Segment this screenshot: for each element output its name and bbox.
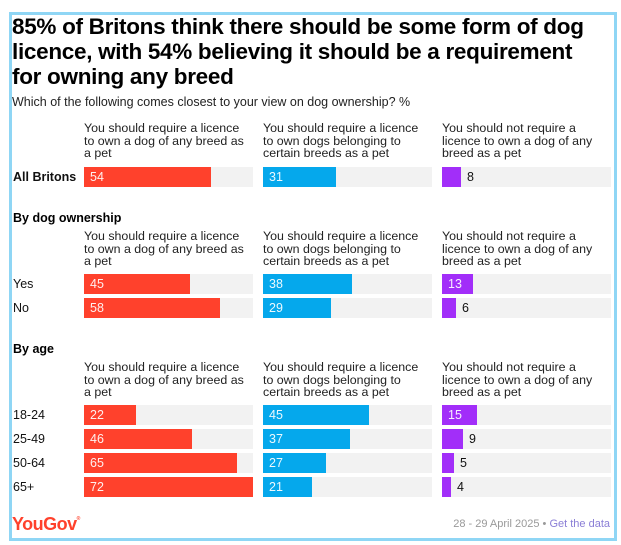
row-label: 18-24 — [13, 408, 45, 422]
bar-track: 6 — [442, 298, 611, 318]
bar-track: 38 — [263, 274, 432, 294]
bar — [263, 477, 312, 497]
bar-track: 46 — [84, 429, 253, 449]
bar-track: 8 — [442, 167, 611, 187]
data-label: 5 — [460, 456, 467, 470]
yougov-logo: YouGov® — [12, 514, 80, 535]
brand-name: YouGov — [12, 514, 77, 534]
row-label: 65+ — [13, 480, 35, 494]
bar — [442, 453, 454, 473]
data-label: 37 — [269, 432, 283, 446]
bar — [84, 298, 220, 318]
bar — [263, 429, 350, 449]
column-header: You should require a licence to own a do… — [84, 229, 244, 269]
bar — [442, 405, 477, 425]
data-label: 65 — [90, 456, 104, 470]
bar-track: 22 — [84, 405, 253, 425]
bar — [442, 274, 473, 294]
bar — [84, 167, 211, 187]
data-label: 9 — [469, 432, 476, 446]
footer-meta: 28 - 29 April 2025 • Get the data — [453, 518, 610, 530]
bar — [84, 405, 136, 425]
column-header: You should not require a licence to own … — [442, 229, 593, 269]
data-label: 6 — [462, 301, 469, 315]
bar-track: 72 — [84, 477, 253, 497]
bar — [442, 477, 451, 497]
data-label: 31 — [269, 170, 283, 184]
chart-subtitle: Which of the following comes closest to … — [12, 95, 411, 109]
column-header: You should require a licence to own dogs… — [263, 121, 419, 161]
bar-track: 15 — [442, 405, 611, 425]
data-label: 46 — [90, 432, 104, 446]
bar-track: 65 — [84, 453, 253, 473]
data-label: 29 — [269, 301, 283, 315]
row-label: All Britons — [13, 170, 77, 184]
bar-track: 5 — [442, 453, 611, 473]
bar-track: 13 — [442, 274, 611, 294]
bar-track: 31 — [263, 167, 432, 187]
row-label: 25-49 — [13, 432, 45, 446]
data-label: 8 — [467, 170, 474, 184]
data-label: 4 — [457, 480, 464, 494]
bar — [84, 453, 237, 473]
data-label: 45 — [90, 277, 104, 291]
column-header: You should require a licence to own a do… — [84, 121, 244, 161]
column-header: You should require a licence to own dogs… — [263, 360, 419, 400]
bar-track: 9 — [442, 429, 611, 449]
bar — [263, 167, 336, 187]
bar-track: 37 — [263, 429, 432, 449]
row-label: No — [13, 301, 29, 315]
column-header: You should require a licence to own a do… — [84, 360, 244, 400]
bar — [442, 429, 463, 449]
bar-track: 45 — [84, 274, 253, 294]
column-header: You should not require a licence to own … — [442, 121, 593, 161]
bar — [84, 274, 190, 294]
bar — [263, 274, 352, 294]
section-title: By age — [13, 342, 54, 356]
data-label: 27 — [269, 456, 283, 470]
chart-title: 85% of Britons think there should be som… — [12, 14, 584, 89]
data-label: 45 — [269, 408, 283, 422]
row-label: 50-64 — [13, 456, 45, 470]
bar-track: 54 — [84, 167, 253, 187]
bar-track: 4 — [442, 477, 611, 497]
bar — [263, 453, 326, 473]
bar-track: 45 — [263, 405, 432, 425]
bar — [442, 167, 461, 187]
bar — [263, 298, 331, 318]
data-label: 13 — [448, 277, 462, 291]
bar — [84, 429, 192, 449]
bar-track: 21 — [263, 477, 432, 497]
data-label: 38 — [269, 277, 283, 291]
column-header: You should not require a licence to own … — [442, 360, 593, 400]
separator-dot: • — [542, 518, 547, 530]
section-title: By dog ownership — [13, 211, 122, 225]
registered-mark-icon: ® — [76, 516, 81, 522]
data-label: 21 — [269, 480, 283, 494]
data-label: 54 — [90, 170, 104, 184]
data-label: 15 — [448, 408, 462, 422]
data-label: 22 — [90, 408, 104, 422]
bar-track: 58 — [84, 298, 253, 318]
column-header: You should require a licence to own dogs… — [263, 229, 419, 269]
bar — [442, 298, 456, 318]
chart-frame — [9, 12, 617, 541]
bar — [84, 477, 253, 497]
data-label: 72 — [90, 480, 104, 494]
fieldwork-date: 28 - 29 April 2025 — [453, 518, 540, 530]
get-the-data-link[interactable]: Get the data — [549, 518, 610, 530]
row-label: Yes — [13, 277, 34, 291]
bar-track: 27 — [263, 453, 432, 473]
bar-track: 29 — [263, 298, 432, 318]
data-label: 58 — [90, 301, 104, 315]
bar — [263, 405, 369, 425]
